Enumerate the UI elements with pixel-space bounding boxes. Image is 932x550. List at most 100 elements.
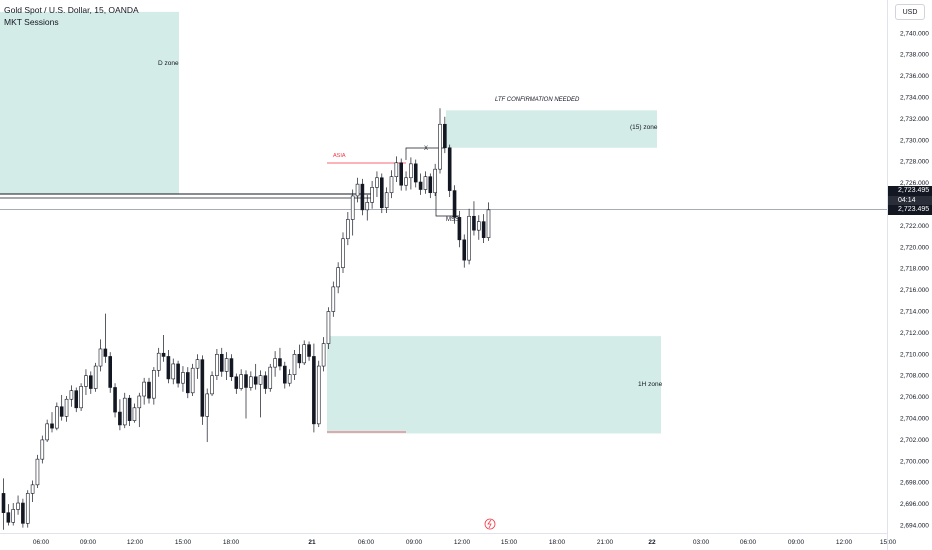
candle[interactable] [103, 313, 108, 363]
candle[interactable] [59, 394, 64, 421]
candle[interactable] [50, 412, 54, 433]
candle[interactable] [244, 370, 248, 419]
chart-legend[interactable]: Gold Spot / U.S. Dollar, 15, OANDA MKT S… [4, 4, 139, 28]
candle[interactable] [239, 369, 243, 391]
candle[interactable] [273, 351, 277, 377]
candle[interactable] [467, 208, 471, 265]
indicator-label[interactable]: MKT Sessions [4, 17, 59, 27]
candle[interactable] [423, 171, 428, 194]
candle[interactable] [55, 402, 59, 431]
candle[interactable] [447, 144, 452, 198]
candle[interactable] [219, 347, 224, 377]
candle[interactable] [326, 307, 331, 349]
candle[interactable] [312, 343, 316, 433]
candle[interactable] [200, 355, 205, 425]
candle[interactable] [132, 403, 137, 423]
m15-zone-box[interactable] [446, 110, 657, 148]
candle[interactable] [481, 214, 486, 244]
candle[interactable] [433, 163, 437, 196]
candle[interactable] [30, 480, 35, 502]
candle[interactable] [142, 377, 146, 405]
candle[interactable] [287, 369, 292, 387]
candle[interactable] [205, 388, 209, 443]
candle[interactable] [336, 262, 340, 294]
candle[interactable] [321, 337, 326, 372]
candle[interactable] [215, 348, 219, 380]
candle[interactable] [297, 344, 302, 369]
candle[interactable] [190, 363, 195, 397]
candle[interactable] [302, 340, 307, 365]
candle[interactable] [137, 392, 142, 428]
candle[interactable] [127, 394, 132, 426]
candle[interactable] [79, 383, 83, 412]
candle[interactable] [224, 352, 229, 380]
candle[interactable] [122, 392, 127, 429]
candle[interactable] [166, 350, 171, 384]
candle[interactable] [438, 108, 442, 174]
d-zone-box[interactable] [0, 11, 179, 194]
candle[interactable] [346, 211, 350, 246]
candle[interactable] [399, 158, 404, 191]
candle[interactable] [147, 377, 151, 404]
candle[interactable] [341, 232, 345, 273]
candle[interactable] [389, 170, 394, 199]
candle[interactable] [210, 371, 214, 397]
candle[interactable] [1, 478, 6, 530]
candle[interactable] [98, 339, 103, 372]
candle[interactable] [40, 435, 45, 464]
candle[interactable] [384, 187, 389, 214]
candle[interactable] [350, 189, 355, 236]
candle[interactable] [181, 366, 185, 392]
candle[interactable] [176, 360, 180, 388]
candle[interactable] [118, 399, 122, 431]
candle[interactable] [35, 454, 40, 489]
candle[interactable] [84, 369, 88, 395]
candle[interactable] [409, 157, 413, 190]
candle[interactable] [195, 354, 200, 379]
candle[interactable] [428, 173, 433, 199]
candle[interactable] [64, 396, 69, 422]
candle[interactable] [486, 202, 491, 241]
candle[interactable] [457, 210, 462, 248]
candle[interactable] [413, 159, 418, 188]
candle[interactable] [379, 173, 384, 214]
candle[interactable] [452, 185, 457, 224]
candle[interactable] [365, 194, 370, 221]
candle[interactable] [16, 495, 20, 515]
candle[interactable] [74, 387, 79, 413]
candle[interactable] [229, 354, 234, 382]
candle[interactable] [258, 370, 263, 418]
candle[interactable] [25, 490, 30, 528]
candle[interactable] [462, 234, 467, 268]
candle[interactable] [404, 171, 408, 191]
candle[interactable] [282, 361, 287, 389]
candle[interactable] [6, 504, 11, 526]
candle[interactable] [253, 363, 258, 390]
candle[interactable] [93, 362, 98, 392]
candle[interactable] [292, 350, 297, 380]
structure-line[interactable] [405, 147, 445, 160]
candle[interactable] [278, 347, 282, 371]
candle[interactable] [171, 358, 176, 385]
candle[interactable] [316, 360, 321, 428]
candle[interactable] [161, 335, 166, 362]
candle[interactable] [360, 178, 365, 216]
candle[interactable] [11, 503, 15, 526]
candle[interactable] [263, 371, 268, 394]
candle[interactable] [331, 281, 336, 317]
candle[interactable] [370, 180, 374, 209]
candle[interactable] [234, 373, 239, 394]
candle[interactable] [249, 371, 253, 391]
candle[interactable] [186, 367, 190, 399]
candle[interactable] [21, 498, 25, 528]
candle[interactable] [113, 383, 117, 418]
candle[interactable] [476, 215, 481, 240]
candle[interactable] [45, 419, 49, 443]
candle[interactable] [268, 363, 273, 392]
currency-selector[interactable]: USD [895, 4, 925, 20]
candle[interactable] [152, 367, 156, 405]
candle[interactable] [472, 201, 476, 236]
candle[interactable] [69, 385, 74, 407]
candle[interactable] [89, 371, 93, 394]
mss-line[interactable] [435, 185, 459, 217]
